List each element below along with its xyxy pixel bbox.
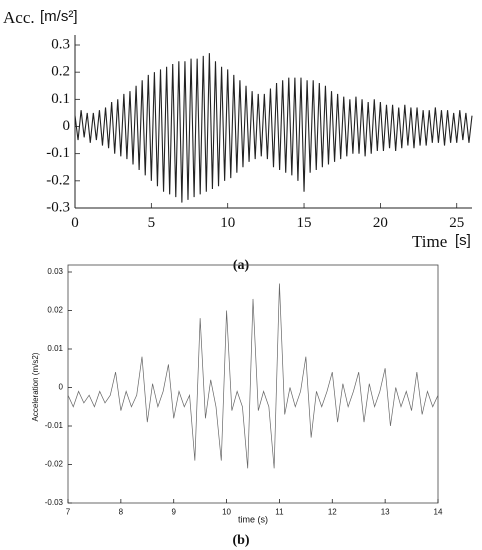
y-tick-label: 0: [59, 383, 64, 392]
x-tick-label: 5: [148, 215, 156, 231]
x-tick-label: 12: [328, 507, 337, 516]
x-tick-label: 8: [119, 507, 124, 516]
x-tick-label: 10: [222, 507, 231, 516]
y-tick-label: 0.03: [47, 267, 63, 276]
y-label: Acc.: [3, 8, 35, 27]
plot-frame: [67, 264, 439, 504]
y-tick-label: 0.02: [47, 306, 63, 315]
x-label: Time: [412, 232, 447, 251]
caption: (b): [232, 533, 249, 548]
y-label: Acceleration (m/s2): [31, 352, 40, 421]
y-tick-label: 0.01: [47, 344, 63, 353]
y-tick-label: -0.2: [46, 172, 70, 188]
signal-line: [67, 283, 439, 469]
x-unit: [s]: [455, 232, 471, 249]
x-tick-label: 7: [66, 507, 71, 516]
caption: (a): [233, 258, 250, 273]
x-tick-label: 20: [373, 215, 388, 231]
y-tick-label: 0.2: [51, 64, 70, 80]
y-tick-label: -0.3: [46, 199, 70, 215]
signal-line: [74, 53, 473, 203]
y-tick-label: -0.1: [46, 145, 70, 161]
x-tick-label: 15: [297, 215, 312, 231]
y-tick-label: 0.1: [51, 91, 70, 107]
x-tick-label: 9: [171, 507, 176, 516]
y-tick-label: -0.01: [45, 421, 64, 430]
x-tick-label: 10: [220, 215, 235, 231]
x-tick-label: 25: [449, 215, 464, 231]
y-unit: [m/s²]: [40, 8, 78, 25]
x-tick-label: 13: [381, 507, 390, 516]
y-tick-label: 0.3: [51, 36, 70, 52]
y-tick-label: -0.02: [45, 460, 64, 469]
x-label: time (s): [238, 514, 268, 524]
y-tick-label: 0: [63, 118, 71, 134]
x-tick-label: 11: [275, 507, 284, 516]
y-tick-label: -0.03: [45, 498, 64, 507]
x-tick-label: 14: [434, 507, 443, 516]
x-tick-label: 0: [71, 215, 79, 231]
